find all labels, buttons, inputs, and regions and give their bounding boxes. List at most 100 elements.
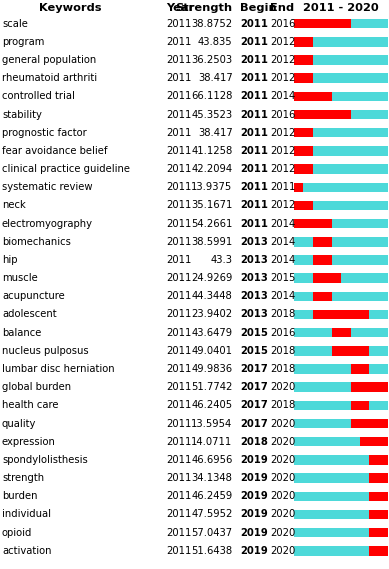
Text: 2011: 2011 [166, 328, 192, 337]
Text: quality: quality [2, 419, 36, 428]
Text: 2019: 2019 [240, 473, 268, 483]
Bar [294, 346, 388, 356]
Text: 38.417: 38.417 [198, 73, 233, 83]
Text: 2013: 2013 [240, 310, 268, 320]
Text: general population: general population [2, 55, 96, 65]
Text: 2011: 2011 [240, 146, 268, 156]
Text: 35.1671: 35.1671 [191, 200, 233, 211]
Text: controlled trial: controlled trial [2, 92, 75, 101]
Text: 2011: 2011 [240, 164, 268, 174]
Text: clinical practice guideline: clinical practice guideline [2, 164, 130, 174]
Text: 2018: 2018 [270, 364, 296, 374]
Text: 13.5954: 13.5954 [191, 419, 233, 428]
Bar [360, 437, 388, 447]
Bar [313, 310, 370, 319]
Text: hip: hip [2, 255, 18, 265]
Text: program: program [2, 37, 44, 47]
Text: 2011: 2011 [166, 364, 192, 374]
Text: 24.9269: 24.9269 [191, 273, 233, 283]
Text: 34.1348: 34.1348 [192, 473, 233, 483]
Text: 2011: 2011 [166, 37, 192, 47]
Bar [350, 401, 370, 410]
Text: 2011: 2011 [166, 19, 192, 28]
Bar [294, 146, 388, 155]
Text: 2017: 2017 [240, 401, 268, 410]
Text: acupuncture: acupuncture [2, 291, 65, 302]
Text: 44.3448: 44.3448 [192, 291, 233, 302]
Bar [294, 201, 313, 210]
Text: prognostic factor: prognostic factor [2, 127, 87, 138]
Text: 49.0401: 49.0401 [192, 346, 233, 356]
Text: 2020: 2020 [270, 455, 296, 465]
Text: muscle: muscle [2, 273, 38, 283]
Bar [313, 255, 332, 265]
Bar [294, 164, 388, 174]
Bar [294, 255, 388, 265]
Bar [294, 19, 388, 28]
Text: fear avoidance belief: fear avoidance belief [2, 146, 107, 156]
Bar [294, 492, 388, 501]
Text: 2019: 2019 [240, 455, 268, 465]
Text: 2017: 2017 [240, 419, 268, 428]
Text: neck: neck [2, 200, 26, 211]
Text: 14.0711: 14.0711 [191, 437, 233, 447]
Text: Year: Year [166, 3, 195, 13]
Text: 2015: 2015 [240, 328, 268, 337]
Bar [294, 55, 388, 65]
Text: 2011: 2011 [166, 455, 192, 465]
Text: 2011: 2011 [240, 109, 268, 119]
Text: rheumatoid arthriti: rheumatoid arthriti [2, 73, 97, 83]
Text: 2014: 2014 [270, 291, 296, 302]
Bar [294, 437, 388, 447]
Text: 46.6956: 46.6956 [191, 455, 233, 465]
Bar [294, 528, 388, 537]
Text: Begin: Begin [240, 3, 277, 13]
Text: 2011: 2011 [166, 546, 192, 556]
Text: 2020: 2020 [270, 509, 296, 519]
Bar [332, 346, 370, 356]
Text: balance: balance [2, 328, 41, 337]
Text: 2017: 2017 [240, 382, 268, 392]
Text: 13.9375: 13.9375 [191, 182, 233, 192]
Text: 2011: 2011 [240, 182, 268, 192]
Text: expression: expression [2, 437, 56, 447]
Text: lumbar disc herniation: lumbar disc herniation [2, 364, 115, 374]
Text: 2012: 2012 [270, 164, 296, 174]
Bar [313, 237, 332, 246]
Text: stability: stability [2, 109, 42, 119]
Text: 46.2459: 46.2459 [191, 491, 233, 501]
Text: 2011 - 2020: 2011 - 2020 [303, 3, 379, 13]
Text: 66.1128: 66.1128 [191, 92, 233, 101]
Bar [294, 201, 388, 210]
Bar [294, 401, 388, 410]
Text: 2012: 2012 [270, 55, 296, 65]
Bar [294, 183, 388, 192]
Text: 2011: 2011 [166, 401, 192, 410]
Text: 2011: 2011 [166, 164, 192, 174]
Bar [294, 19, 350, 28]
Text: 2011: 2011 [240, 218, 268, 229]
Text: 2020: 2020 [270, 382, 296, 392]
Text: electromyography: electromyography [2, 218, 93, 229]
Text: 2012: 2012 [270, 127, 296, 138]
Bar [294, 291, 388, 301]
Text: spondylolisthesis: spondylolisthesis [2, 455, 88, 465]
Text: 2011: 2011 [166, 182, 192, 192]
Text: 2015: 2015 [270, 273, 296, 283]
Text: scale: scale [2, 19, 28, 28]
Text: health care: health care [2, 401, 58, 410]
Text: global burden: global burden [2, 382, 71, 392]
Text: End: End [270, 3, 294, 13]
Bar [294, 310, 388, 319]
Bar [350, 419, 388, 428]
Bar [294, 110, 388, 119]
Text: 2019: 2019 [240, 491, 268, 501]
Text: 2011: 2011 [166, 346, 192, 356]
Text: 2011: 2011 [240, 92, 268, 101]
Bar [294, 473, 388, 483]
Text: opioid: opioid [2, 527, 32, 538]
Text: 2014: 2014 [270, 92, 296, 101]
Text: 2011: 2011 [240, 73, 268, 83]
Text: 2011: 2011 [240, 127, 268, 138]
Text: 2011: 2011 [166, 237, 192, 247]
